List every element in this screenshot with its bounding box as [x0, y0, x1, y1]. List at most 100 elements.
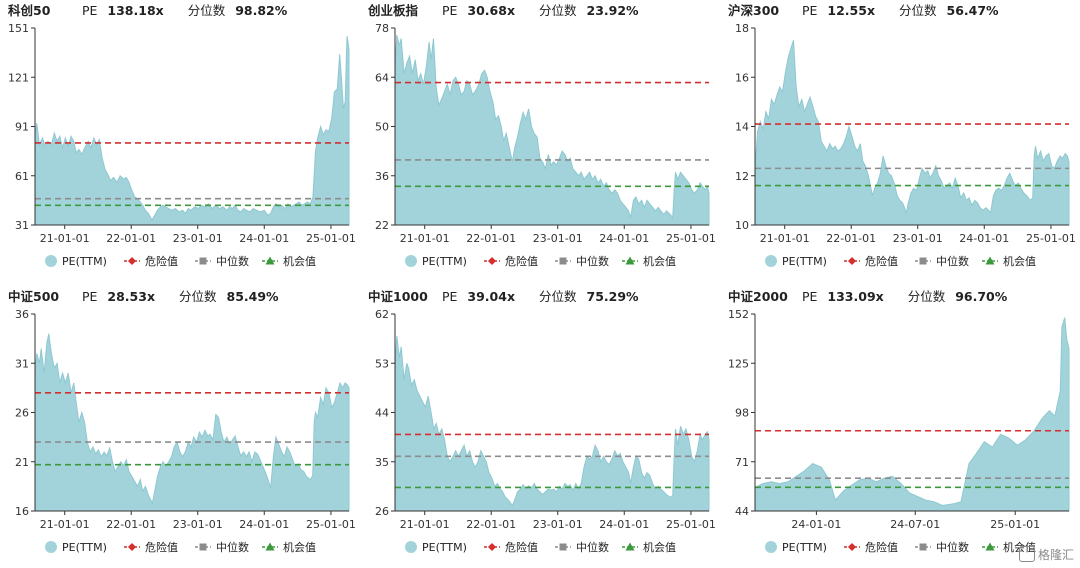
y-tick-label: 44 [375, 407, 389, 420]
percentile-value: 23.92% [586, 3, 639, 18]
y-tick-label: 121 [8, 71, 29, 84]
legend[interactable]: PE(TTM) 危险值 中位数 机会值 [405, 540, 676, 554]
percentile-label: 分位数 [187, 3, 226, 18]
y-tick-label: 91 [15, 121, 29, 134]
legend-median[interactable]: 中位数 [915, 254, 969, 268]
legend-label: 中位数 [576, 540, 609, 554]
x-tick-label: 23-01-01 [893, 232, 943, 245]
legend-marker-icon [848, 257, 856, 265]
legend-median[interactable]: 中位数 [915, 540, 969, 554]
legend[interactable]: PE(TTM) 危险值 中位数 机会值 [45, 254, 316, 268]
legend-pe[interactable]: PE(TTM) [765, 541, 827, 554]
legend-label: 危险值 [865, 540, 898, 554]
legend-marker-icon [488, 257, 496, 265]
legend-median[interactable]: 中位数 [555, 254, 609, 268]
legend-opportunity[interactable]: 机会值 [982, 254, 1036, 268]
pe-label: PE [801, 3, 818, 18]
legend-opportunity[interactable]: 机会值 [262, 254, 316, 268]
percentile-value: 96.70% [955, 289, 1008, 304]
legend-pe[interactable]: PE(TTM) [405, 255, 467, 268]
chart-panel-zz2000: 中证2000 PE 133.09x 分位数 96.70% 152 125 98 71 4… [720, 286, 1080, 568]
legend-label: 危险值 [145, 254, 178, 268]
percentile-value: 85.49% [226, 289, 279, 304]
legend-label: PE(TTM) [422, 255, 467, 268]
legend-danger[interactable]: 危险值 [484, 254, 538, 268]
y-tick-label: 12 [735, 170, 749, 183]
x-tick-label: 24-07-01 [890, 518, 940, 531]
watermark-logo-icon [1018, 546, 1035, 562]
y-tick-label: 61 [15, 170, 29, 183]
x-tick-label: 21-01-01 [400, 518, 450, 531]
legend-median[interactable]: 中位数 [195, 540, 249, 554]
x-tick-label: 25-01-01 [666, 232, 716, 245]
chart-panel-hs300: 沪深300 PE 12.55x 分位数 56.47% 18 16 14 12 10 21-… [720, 0, 1080, 282]
legend-pe[interactable]: PE(TTM) [765, 255, 827, 268]
legend-label: 机会值 [283, 254, 316, 268]
y-tick-label: 31 [15, 219, 29, 232]
chart-panel-zz1000: 中证1000 PE 39.04x 分位数 75.29% 62 53 44 35 26 21… [360, 286, 720, 568]
legend-marker-icon [128, 257, 136, 265]
legend-median[interactable]: 中位数 [555, 540, 609, 554]
legend-marker-icon [405, 541, 417, 553]
legend-pe[interactable]: PE(TTM) [45, 541, 107, 554]
legend-danger[interactable]: 危险值 [484, 540, 538, 554]
watermark-text: 格隆汇 [1037, 548, 1074, 562]
legend-marker-icon [985, 542, 995, 551]
legend[interactable]: PE(TTM) 危险值 中位数 机会值 [45, 540, 316, 554]
x-tick-label: 25-01-01 [666, 518, 716, 531]
x-tick-label: 24-01-01 [599, 232, 649, 245]
legend-danger[interactable]: 危险值 [844, 254, 898, 268]
legend-opportunity[interactable]: 机会值 [622, 254, 676, 268]
legend-median[interactable]: 中位数 [195, 254, 249, 268]
chart-panel-zz500: 中证500 PE 28.53x 分位数 85.49% 36 31 26 21 16 21-… [0, 286, 360, 568]
legend-label: 中位数 [216, 540, 249, 554]
panel-header: 科创50 PE 138.18x 分位数 98.82% [8, 3, 307, 19]
y-tick-label: 16 [15, 505, 29, 518]
legend-pe[interactable]: PE(TTM) [405, 541, 467, 554]
legend[interactable]: PE(TTM) 危险值 中位数 机会值 [765, 254, 1036, 268]
percentile-value: 98.82% [235, 3, 288, 18]
y-tick-label: 53 [375, 357, 389, 370]
x-tick-label: 25-01-01 [306, 518, 356, 531]
x-tick-label: 23-01-01 [533, 518, 583, 531]
legend-marker-icon [765, 255, 777, 267]
legend-danger[interactable]: 危险值 [124, 254, 178, 268]
y-tick-label: 50 [375, 121, 389, 134]
legend-label: 机会值 [643, 540, 676, 554]
x-tick-label: 21-01-01 [40, 518, 90, 531]
legend-label: 危险值 [865, 254, 898, 268]
pe-label: PE [441, 3, 458, 18]
legend-danger[interactable]: 危险值 [844, 540, 898, 554]
percentile-label: 分位数 [179, 289, 217, 304]
legend-label: 危险值 [505, 254, 538, 268]
y-tick-label: 10 [735, 219, 749, 232]
x-tick-label: 22-01-01 [466, 232, 516, 245]
legend-pe[interactable]: PE(TTM) [45, 255, 107, 268]
legend-label: 中位数 [936, 540, 969, 554]
legend-opportunity[interactable]: 机会值 [622, 540, 676, 554]
legend-marker-icon [488, 543, 496, 551]
index-name: 中证1000 [368, 289, 428, 304]
legend-marker-icon [919, 257, 927, 265]
legend-opportunity[interactable]: 机会值 [262, 540, 316, 554]
x-tick-label: 21-01-01 [760, 232, 810, 245]
legend-marker-icon [265, 256, 275, 265]
x-tick-label: 24-01-01 [239, 232, 289, 245]
pe-label: PE [81, 289, 98, 304]
y-tick-label: 14 [735, 121, 749, 134]
legend-label: PE(TTM) [782, 255, 827, 268]
index-name: 沪深300 [728, 3, 780, 18]
legend[interactable]: PE(TTM) 危险值 中位数 机会值 [405, 254, 676, 268]
percentile-value: 56.47% [946, 3, 999, 18]
y-tick-label: 31 [15, 357, 29, 370]
legend-marker-icon [199, 257, 207, 265]
legend-danger[interactable]: 危险值 [124, 540, 178, 554]
pe-area-series [34, 333, 350, 512]
chart-panel-kc50: 科创50 PE 138.18x 分位数 98.82% 151 121 91 61 31 2… [0, 0, 360, 282]
legend-label: 中位数 [216, 254, 249, 268]
x-tick-label: 25-01-01 [306, 232, 356, 245]
y-tick-label: 71 [735, 456, 749, 469]
legend[interactable]: PE(TTM) 危险值 中位数 机会值 [765, 540, 1036, 554]
x-tick-label: 23-01-01 [173, 232, 223, 245]
y-tick-label: 44 [735, 505, 749, 518]
